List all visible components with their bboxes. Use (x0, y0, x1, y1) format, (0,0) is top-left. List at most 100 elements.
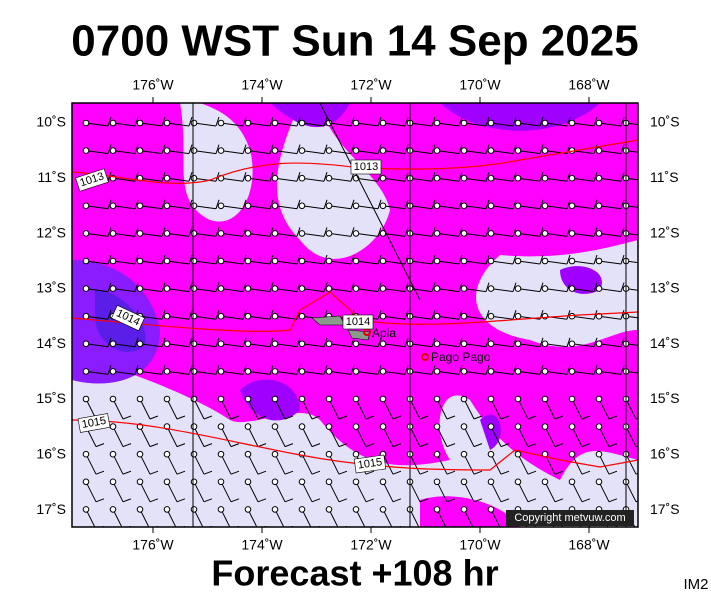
barb (355, 370, 379, 375)
barb (566, 254, 571, 265)
barb (193, 315, 217, 320)
barb-station (163, 257, 171, 265)
barb-station (433, 312, 441, 320)
barb (518, 537, 528, 557)
barb-station (595, 478, 603, 486)
barb (323, 172, 328, 182)
barb (215, 144, 220, 154)
barb-station (244, 257, 252, 265)
barb (566, 227, 571, 237)
barb-station (271, 340, 279, 348)
barb-station (271, 312, 279, 320)
barb-station (460, 478, 468, 486)
barb-station (136, 257, 144, 265)
barb-station (82, 312, 90, 320)
barb-station (433, 450, 441, 458)
barb (446, 498, 456, 503)
barb (625, 343, 638, 346)
barb-station (515, 534, 521, 540)
lat-label: 17˚S (36, 501, 66, 517)
barb-station (514, 285, 522, 292)
barb (436, 509, 447, 527)
barb-station (541, 423, 549, 430)
barb (134, 199, 139, 209)
barb-station (244, 340, 252, 348)
barb (648, 200, 651, 209)
barb (404, 199, 409, 209)
barb (392, 498, 402, 503)
lon-label: 172˚W (350, 537, 392, 553)
lat-label: 14˚S (36, 335, 66, 351)
barb (436, 481, 448, 503)
barb (166, 426, 178, 447)
barb-station (298, 285, 306, 292)
barb-station (541, 340, 549, 348)
barb (328, 122, 352, 127)
barb (112, 177, 136, 182)
barb (463, 509, 474, 527)
barb (328, 260, 352, 265)
barb (539, 365, 544, 375)
barb (257, 498, 267, 503)
barb (517, 370, 541, 375)
lat-label: 16˚S (36, 446, 66, 462)
barb-station (109, 340, 117, 348)
barb (458, 365, 463, 375)
barb (485, 199, 490, 209)
barb-station (325, 395, 333, 403)
barb-station (109, 147, 117, 154)
barb (301, 150, 325, 155)
barb-station (271, 368, 279, 375)
barb-station (163, 506, 171, 513)
barb (230, 443, 240, 448)
barb-station (244, 423, 252, 430)
barb (409, 232, 433, 237)
barb (122, 498, 132, 503)
barb (166, 150, 190, 155)
barb-station (325, 174, 333, 182)
barb-station (487, 202, 495, 210)
barb (350, 365, 355, 375)
place-label: Pago Pago (431, 350, 491, 364)
barb (122, 470, 132, 475)
barb-station (190, 202, 198, 210)
barb (463, 453, 475, 475)
barb-station (190, 506, 198, 513)
barb (517, 232, 541, 237)
barb (166, 370, 190, 375)
barb (382, 398, 394, 420)
barb (392, 443, 402, 448)
barb (554, 443, 564, 448)
barb (86, 537, 96, 557)
barb (166, 288, 190, 293)
barb (463, 481, 475, 503)
barb-station (325, 506, 333, 513)
barb (112, 509, 123, 527)
isobar-label-box (350, 159, 382, 175)
barb-station (595, 285, 603, 292)
barb (500, 415, 510, 420)
barb-station (568, 423, 576, 430)
barb (620, 337, 625, 347)
barb (161, 365, 166, 375)
barb-station (514, 119, 522, 127)
barb-station (217, 395, 225, 403)
barb (517, 426, 529, 447)
barb (220, 453, 232, 475)
barb (269, 310, 274, 320)
barb (242, 254, 247, 265)
barb-station (514, 202, 522, 210)
barb (463, 426, 475, 447)
barb (355, 260, 379, 265)
barb (382, 150, 406, 155)
barb (485, 282, 490, 292)
barb (328, 509, 339, 527)
barb-station (271, 119, 279, 127)
barb (85, 509, 96, 527)
barb (134, 365, 139, 375)
barb (490, 232, 514, 237)
barb (193, 370, 217, 375)
barb (220, 232, 244, 237)
barb (247, 260, 271, 265)
barb (648, 145, 651, 154)
